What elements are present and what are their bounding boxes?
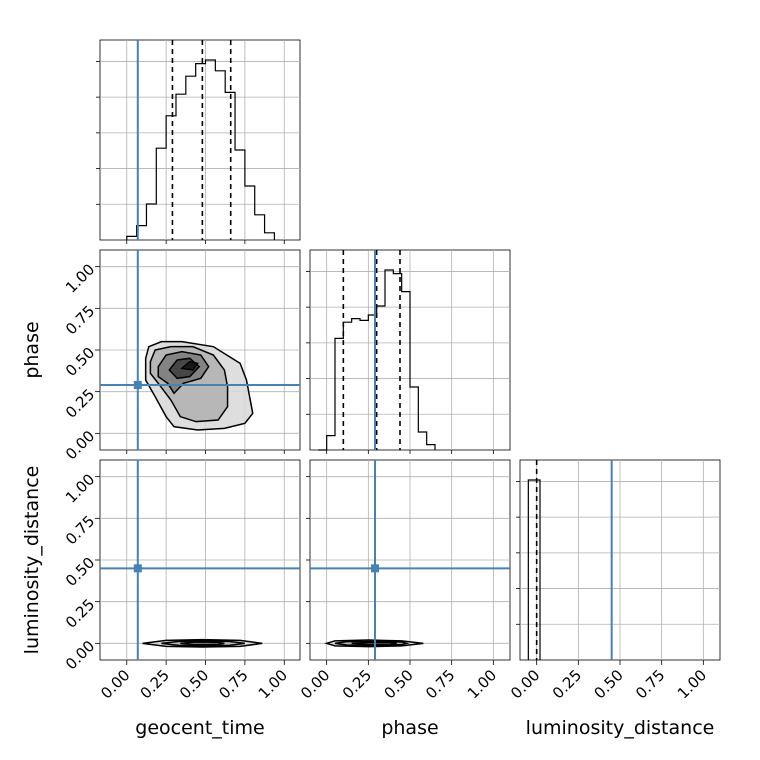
contour-luminosity_distance_vs_phase-0 xyxy=(324,639,424,648)
x-tick-label-geocent_time-4: 1.00 xyxy=(255,666,291,702)
y-tick-label-luminosity_distance-4: 1.00 xyxy=(62,470,98,506)
x-tick-label-geocent_time-2: 0.50 xyxy=(176,666,212,702)
x-tick-label-phase-0: 0.00 xyxy=(297,666,333,702)
y-tick-label-phase-2: 0.50 xyxy=(62,344,98,380)
panel-frame-geocent_time-geocent_time xyxy=(99,39,301,241)
x-tick-label-geocent_time-1: 0.25 xyxy=(137,666,173,702)
x-tick-label-luminosity_distance-4: 1.00 xyxy=(674,666,710,702)
x-tick-label-geocent_time-3: 0.75 xyxy=(215,666,251,702)
x-axis-label-luminosity-distance: luminosity_distance xyxy=(526,717,715,739)
truth-marker-luminosity_distance_vs_geocent_time xyxy=(133,564,142,573)
x-axis-label-geocent-time: geocent_time xyxy=(135,717,264,739)
y-tick-label-phase-1: 0.25 xyxy=(62,385,98,421)
contour-luminosity_distance_vs_geocent_time-2 xyxy=(180,641,225,646)
y-tick-label-luminosity_distance-2: 0.50 xyxy=(62,554,98,590)
y-tick-label-luminosity_distance-1: 0.25 xyxy=(62,595,98,631)
y-tick-label-phase-3: 0.75 xyxy=(62,302,98,338)
x-tick-label-luminosity_distance-0: 0.00 xyxy=(507,666,543,702)
x-tick-label-phase-1: 0.25 xyxy=(339,666,375,702)
x-tick-label-phase-2: 0.50 xyxy=(380,666,416,702)
x-tick-label-luminosity_distance-1: 0.25 xyxy=(549,666,585,702)
contour-phase_vs_geocent_time-4 xyxy=(180,360,199,371)
y-tick-label-luminosity_distance-3: 0.75 xyxy=(62,512,98,548)
contour-phase_vs_geocent_time-0 xyxy=(144,340,254,431)
x-tick-label-luminosity_distance-3: 0.75 xyxy=(632,666,668,702)
x-axis-label-phase: phase xyxy=(381,717,438,739)
y-tick-label-phase-0: 0.00 xyxy=(62,427,98,463)
contour-phase_vs_geocent_time-3 xyxy=(168,357,201,380)
contour-luminosity_distance_vs_phase-1 xyxy=(334,640,410,647)
x-tick-label-geocent_time-0: 0.00 xyxy=(97,666,133,702)
x-tick-label-phase-4: 1.00 xyxy=(464,666,500,702)
truth-marker-luminosity_distance_vs_phase xyxy=(371,564,379,573)
y-axis-label-luminosity-distance: luminosity_distance xyxy=(21,466,43,655)
contour-luminosity_distance_vs_phase-2 xyxy=(351,641,397,646)
histogram-luminosity_distance xyxy=(527,479,541,660)
y-tick-label-phase-4: 1.00 xyxy=(62,260,98,296)
x-tick-label-luminosity_distance-2: 0.50 xyxy=(590,666,626,702)
contour-phase_vs_geocent_time-2 xyxy=(157,350,210,395)
contour-phase_vs_geocent_time-1 xyxy=(149,345,229,423)
y-axis-label-phase: phase xyxy=(21,321,43,378)
truth-marker-phase_vs_geocent_time xyxy=(133,381,142,389)
y-tick-label-luminosity_distance-0: 0.00 xyxy=(62,637,98,673)
x-tick-label-phase-3: 0.75 xyxy=(422,666,458,702)
contour-luminosity_distance_vs_geocent_time-1 xyxy=(161,640,245,647)
histogram-geocent_time xyxy=(126,59,276,240)
contour-luminosity_distance_vs_geocent_time-0 xyxy=(142,638,263,648)
